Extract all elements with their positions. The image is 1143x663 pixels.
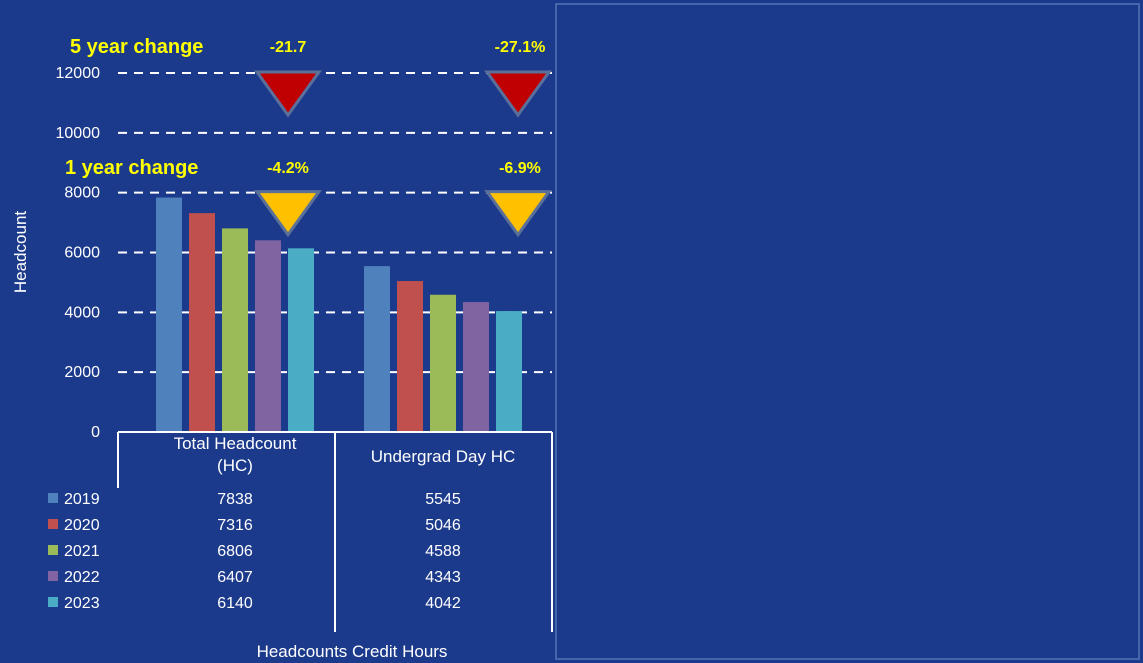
bar <box>463 302 489 432</box>
y-tick-label: 8000 <box>64 185 100 202</box>
table-value: 6806 <box>217 543 253 560</box>
change-label: 1 year change <box>65 157 198 179</box>
change-label: 5 year change <box>70 36 203 58</box>
legend-label: 2020 <box>64 517 100 534</box>
legend-key <box>48 545 58 555</box>
bar <box>255 240 281 432</box>
y-tick-label: 4000 <box>64 304 100 321</box>
y-tick-label: 6000 <box>64 245 100 262</box>
category-label: Total Headcount <box>174 434 297 453</box>
change-arrow <box>254 190 322 238</box>
legend-label: 2022 <box>64 569 100 586</box>
bar <box>430 294 456 432</box>
bar <box>189 213 215 432</box>
table-value: 5046 <box>425 517 461 534</box>
bar <box>222 228 248 432</box>
legend-key <box>48 493 58 503</box>
legend-key <box>48 571 58 581</box>
category-label: (HC) <box>217 456 253 475</box>
y-tick-label: 2000 <box>64 364 100 381</box>
table-value: 7316 <box>217 517 253 534</box>
table-value: 4042 <box>425 595 461 612</box>
bar <box>364 266 390 432</box>
y-tick-label: 0 <box>91 424 100 441</box>
table-value: 6407 <box>217 569 253 586</box>
change-value: -27.1% <box>495 39 546 56</box>
table-value: 5545 <box>425 491 461 508</box>
y-axis-label: Headcount <box>11 211 30 294</box>
change-value: -6.9% <box>499 160 541 177</box>
y-tick-label: 10000 <box>56 125 101 142</box>
change-arrow <box>484 70 552 118</box>
bar <box>496 311 522 432</box>
change-arrow <box>254 70 322 118</box>
legend-label: 2019 <box>64 491 100 508</box>
change-value: -21.7 <box>270 39 307 56</box>
bar <box>397 281 423 432</box>
bar <box>288 248 314 432</box>
legend-label: 2021 <box>64 543 100 560</box>
change-value: -4.2% <box>267 160 309 177</box>
y-tick-label: 12000 <box>56 65 101 82</box>
table-value: 7838 <box>217 491 253 508</box>
x-axis-label: Headcounts Credit Hours <box>257 642 448 661</box>
legend-key <box>48 519 58 529</box>
table-value: 4588 <box>425 543 461 560</box>
category-label: Undergrad Day HC <box>371 447 516 466</box>
legend-label: 2023 <box>64 595 100 612</box>
bar <box>156 197 182 432</box>
legend-key <box>48 597 58 607</box>
empty-panel <box>555 3 1140 660</box>
table-value: 4343 <box>425 569 461 586</box>
change-arrow <box>484 190 552 238</box>
table-value: 6140 <box>217 595 253 612</box>
